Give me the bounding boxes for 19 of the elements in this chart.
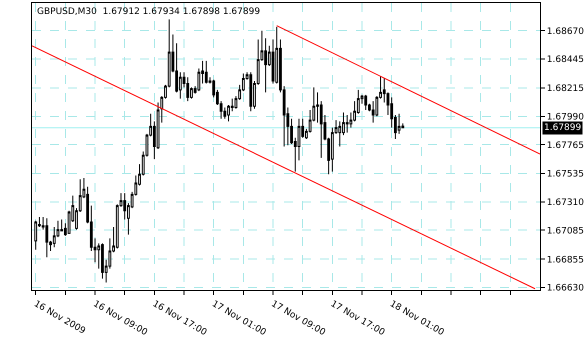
ref-line-label: 1.67899 bbox=[544, 123, 582, 133]
candlestick bbox=[45, 218, 48, 258]
y-tick-label: 1.68445 bbox=[546, 55, 584, 66]
y-tick-label: 1.66630 bbox=[546, 284, 584, 294]
candlestick bbox=[34, 220, 38, 250]
y-tick-label: 1.67085 bbox=[546, 226, 584, 236]
y-tick-label: 1.68670 bbox=[546, 26, 584, 37]
candlestick bbox=[364, 94, 368, 110]
y-tick-label: 1.68215 bbox=[546, 84, 584, 94]
y-tick-label: 1.66855 bbox=[546, 255, 584, 266]
candlestick bbox=[101, 242, 104, 280]
chart-title: GBPUSD,M30 1.67912 1.67934 1.67898 1.67899 bbox=[37, 7, 260, 17]
candlestick bbox=[346, 114, 349, 134]
y-tick-label: 1.67765 bbox=[546, 140, 584, 151]
candlestick bbox=[249, 72, 252, 112]
candlestick bbox=[204, 60, 208, 84]
y-tick-label: 1.67535 bbox=[546, 170, 584, 180]
y-tick-label: 1.67310 bbox=[546, 198, 584, 208]
y-tick-label: 1.67990 bbox=[546, 112, 584, 122]
